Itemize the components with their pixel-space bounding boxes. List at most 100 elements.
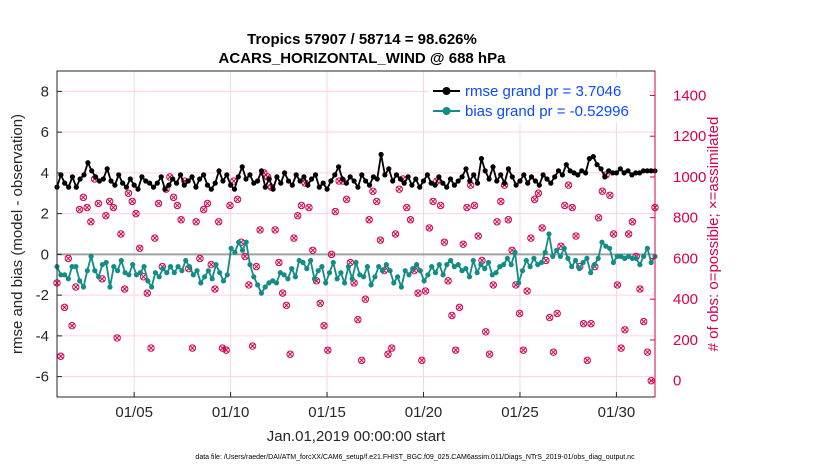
obs-marker <box>606 191 614 199</box>
rmse-point <box>208 186 214 192</box>
rmse-point <box>158 174 164 180</box>
bias-point <box>141 264 147 270</box>
bias-point <box>84 268 90 274</box>
bias-point <box>368 282 374 288</box>
data-file-footnote: data file: /Users/raeder/DAI/ATM_forcXX/… <box>195 454 635 461</box>
rmse-point <box>139 174 145 180</box>
rmse-point <box>166 182 172 188</box>
bias-point <box>198 280 204 286</box>
bias-point <box>538 259 545 266</box>
rmse-point <box>513 182 519 188</box>
rmse-point <box>339 176 346 182</box>
bias-point <box>580 259 586 266</box>
bias-point <box>561 245 567 251</box>
x-tick-label: 01/10 <box>212 404 250 421</box>
bias-point <box>372 274 378 280</box>
bias-point <box>334 276 340 282</box>
bias-point <box>167 264 174 270</box>
rmse-point <box>336 164 342 170</box>
y-right-tick-label: 400 <box>673 291 698 308</box>
rmse-point <box>501 180 508 186</box>
rmse-point <box>390 178 396 184</box>
rmse-point <box>586 156 593 162</box>
bias-point <box>179 268 185 274</box>
bias-point <box>220 278 227 284</box>
chart-title-line1: Tropics 57907 / 58714 = 98.626% <box>247 31 477 48</box>
rmse-point <box>552 174 558 180</box>
bias-point <box>330 259 336 266</box>
obs-marker <box>482 328 490 336</box>
bias-point <box>542 249 548 255</box>
bias-point <box>603 243 609 249</box>
obs-marker <box>497 197 505 206</box>
rmse-point <box>301 174 307 180</box>
rmse-point <box>478 156 484 162</box>
bias-point <box>285 276 291 282</box>
bias-point <box>599 239 605 245</box>
bias-point <box>379 268 386 274</box>
obs-marker <box>436 201 445 210</box>
rmse-point <box>355 184 361 190</box>
bias-point <box>436 262 442 268</box>
rmse-point <box>266 176 272 182</box>
bias-point <box>482 266 488 272</box>
bias-point <box>213 262 219 268</box>
rmse-point <box>181 182 187 188</box>
rmse-point <box>436 174 442 180</box>
bias-point <box>202 274 208 280</box>
legend: rmse grand pr = 3.7046 bias grand pr = -… <box>428 77 649 123</box>
bias-point <box>595 255 601 261</box>
legend-rmse-label: rmse grand pr = 3.7046 <box>465 83 621 100</box>
rmse-point <box>393 172 400 178</box>
rmse-point <box>413 176 419 182</box>
bias-point <box>232 249 238 255</box>
rmse-point <box>143 178 149 184</box>
obs-marker <box>143 289 151 297</box>
bias-point <box>217 270 223 276</box>
bias-point <box>402 268 408 274</box>
bias-point <box>164 270 170 276</box>
rmse-point <box>147 180 153 186</box>
bias-point <box>111 264 117 270</box>
rmse-point <box>174 180 180 186</box>
obs-marker <box>252 262 261 271</box>
rmse-point <box>255 178 261 184</box>
rmse-point <box>347 174 353 180</box>
rmse-point <box>397 176 403 182</box>
rmse-point <box>648 168 654 174</box>
obs-marker <box>226 201 234 210</box>
bias-point <box>80 284 87 290</box>
x-tick-label: 01/20 <box>405 404 443 421</box>
bias-point <box>493 270 499 276</box>
obs-marker <box>474 232 482 240</box>
bias-point <box>126 272 132 278</box>
rmse-point <box>305 182 311 188</box>
bias-point <box>319 264 325 270</box>
obs-marker <box>395 185 403 193</box>
rmse-point <box>220 178 226 184</box>
obs-marker <box>320 321 328 330</box>
bias-point <box>361 274 367 280</box>
obs-marker <box>128 197 136 206</box>
bias-point <box>251 274 257 280</box>
obs-marker <box>572 232 580 240</box>
bias-point <box>107 284 113 290</box>
bias-point <box>387 268 393 274</box>
series-lines <box>54 151 658 296</box>
rmse-point <box>231 186 238 192</box>
bias-point <box>398 284 404 290</box>
bias-point <box>565 255 571 261</box>
obs-marker <box>530 195 539 204</box>
bias-point <box>501 262 507 268</box>
bias-point <box>152 270 158 276</box>
bias-point <box>554 247 560 253</box>
rmse-point <box>274 174 280 180</box>
obs-marker <box>278 289 287 297</box>
bias-point <box>304 266 310 272</box>
bias-point <box>311 276 317 282</box>
rmse-point <box>451 182 457 188</box>
rmse-point <box>490 164 496 170</box>
obs-marker <box>391 230 400 238</box>
rmse-point <box>96 178 102 184</box>
bias-point <box>292 274 298 280</box>
